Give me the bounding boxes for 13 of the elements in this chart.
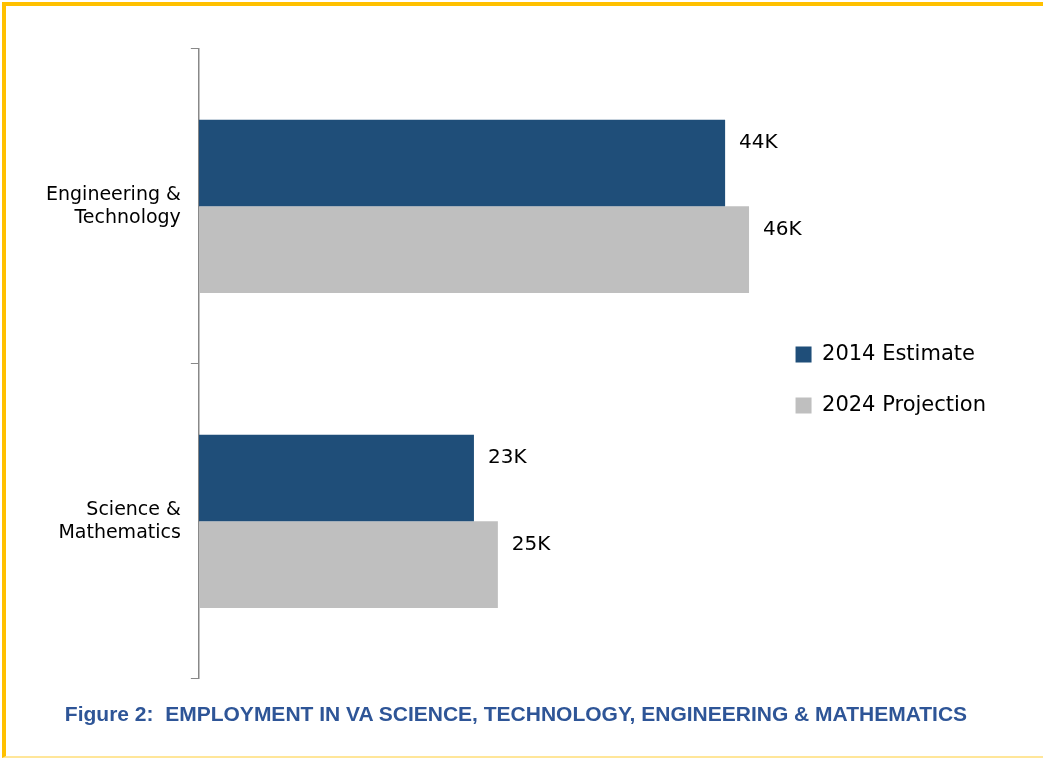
- text: Figure 2: EMPLOYMENT IN VA SCIENCE, TECHNOLOGY, ENGINEERING & MATHEMATICS: [64, 702, 968, 726]
- data-label: 23K: [487, 444, 528, 469]
- data-label: 46K: [763, 215, 803, 240]
- bar: [198, 521, 498, 608]
- legend-label: 2014 Estimate: [822, 340, 975, 365]
- y-tick-label: Science & Mathematics: [58, 496, 182, 542]
- bar: [198, 119, 726, 207]
- legend-label: 2024 Projection: [822, 391, 987, 416]
- bar: [198, 206, 750, 293]
- data-label: 44K: [739, 129, 779, 154]
- bar: [198, 434, 474, 522]
- data-label: 25K: [511, 530, 552, 555]
- y-tick-label: Engineering & Technology: [46, 181, 182, 227]
